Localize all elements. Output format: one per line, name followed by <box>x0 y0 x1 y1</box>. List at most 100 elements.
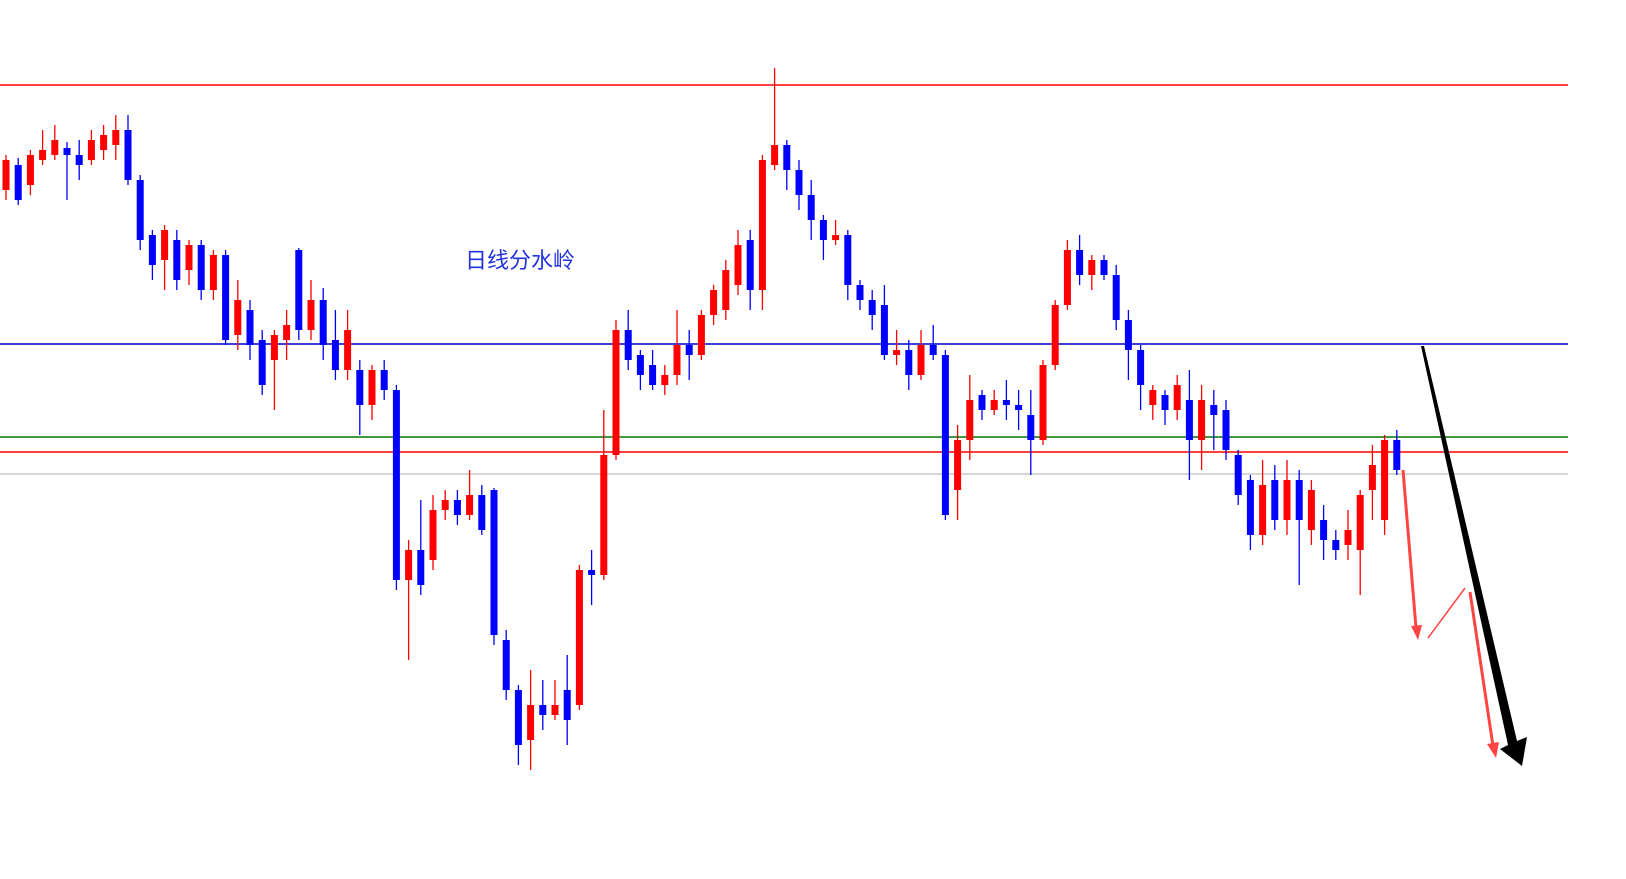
candle-body <box>1149 390 1157 405</box>
candle-body <box>673 345 681 375</box>
candle-body <box>1198 400 1206 440</box>
candle-body <box>392 390 400 580</box>
candle-body <box>697 315 705 355</box>
candle-body <box>1393 440 1401 470</box>
candle-body <box>685 345 693 355</box>
candle-body <box>1222 410 1230 450</box>
candle-body <box>295 250 303 330</box>
candle-body <box>1356 495 1364 550</box>
candle-body <box>356 370 364 405</box>
candle-body <box>319 300 327 345</box>
candle-body <box>771 145 779 165</box>
candle-body <box>1185 400 1193 440</box>
candle-body <box>1173 385 1181 410</box>
candle-body <box>1063 250 1071 305</box>
candle-body <box>905 350 913 375</box>
candle-body <box>1271 480 1279 520</box>
candle-body <box>1161 395 1169 410</box>
candle-body <box>87 140 95 160</box>
candle-body <box>966 400 974 440</box>
candle-body <box>1112 275 1120 320</box>
candle-body <box>344 330 352 370</box>
candle-body <box>917 345 925 375</box>
candle-body <box>1295 480 1303 520</box>
candle-body <box>1344 530 1352 545</box>
candle-body <box>380 370 388 390</box>
candle-body <box>1320 520 1328 540</box>
candle-body <box>185 245 193 270</box>
candle-body <box>14 165 22 200</box>
candle-body <box>51 140 59 155</box>
candle-body <box>478 495 486 530</box>
candle-body <box>1259 485 1267 535</box>
candle-body <box>173 240 181 280</box>
candle-body <box>1307 490 1315 530</box>
candle-body <box>1002 400 1010 405</box>
candle-body <box>246 310 254 345</box>
candle-body <box>429 510 437 560</box>
candle-body <box>405 550 413 580</box>
candle-body <box>819 220 827 240</box>
arrow-shaft <box>1401 469 1418 629</box>
arrow-big <box>1421 346 1527 766</box>
candle-body <box>868 300 876 315</box>
candle-body <box>417 550 425 585</box>
candle-body <box>161 230 169 260</box>
annotation: 日线分水岭 <box>465 249 575 274</box>
candle-body <box>563 690 571 720</box>
candle-body <box>453 500 461 515</box>
candle-body <box>832 235 840 240</box>
candles <box>2 68 1401 770</box>
candle-body <box>1210 405 1218 415</box>
candle-body <box>746 240 754 290</box>
candle-body <box>1076 250 1084 275</box>
candle-body <box>600 455 608 575</box>
candle-body <box>1381 440 1389 520</box>
candle-body <box>75 155 83 165</box>
candle-body <box>636 355 644 375</box>
candle-body <box>1368 465 1376 490</box>
candle-body <box>307 300 315 330</box>
candle-body <box>39 150 47 160</box>
candle-body <box>1137 350 1145 385</box>
candle-body <box>514 690 522 745</box>
candle-body <box>1027 415 1035 440</box>
candle-body <box>1051 305 1059 365</box>
candle-body <box>624 330 632 360</box>
levels <box>0 84 1568 475</box>
candle-body <box>1246 480 1254 535</box>
candle-body <box>978 395 986 410</box>
candle-body <box>758 160 766 290</box>
candle-body <box>783 145 791 170</box>
candle-body <box>100 135 108 150</box>
candle-body <box>722 270 730 310</box>
candle-body <box>124 130 132 180</box>
candle-body <box>551 705 559 715</box>
candle-body <box>954 440 962 490</box>
candle-body <box>1332 540 1340 550</box>
candle-body <box>502 640 510 690</box>
candle-body <box>136 180 144 240</box>
candle-body <box>1283 480 1291 520</box>
candle-body <box>844 235 852 285</box>
arrow-head <box>1411 625 1422 640</box>
candle-body <box>588 570 596 575</box>
candle-body <box>1234 455 1242 495</box>
candle-body <box>234 300 242 335</box>
candle-body <box>1100 260 1108 275</box>
candle-body <box>649 365 657 385</box>
candle-body <box>197 245 205 290</box>
arrow-shaft <box>1468 591 1495 747</box>
candle-body <box>283 325 291 340</box>
candle-body <box>1015 405 1023 410</box>
candle-body <box>1088 260 1096 275</box>
candle-body <box>258 340 266 385</box>
candle-body <box>941 355 949 515</box>
candle-body <box>63 148 71 155</box>
candle-body <box>1124 320 1132 350</box>
candle-body <box>893 350 901 355</box>
candle-body <box>612 330 620 455</box>
candle-body <box>795 170 803 195</box>
